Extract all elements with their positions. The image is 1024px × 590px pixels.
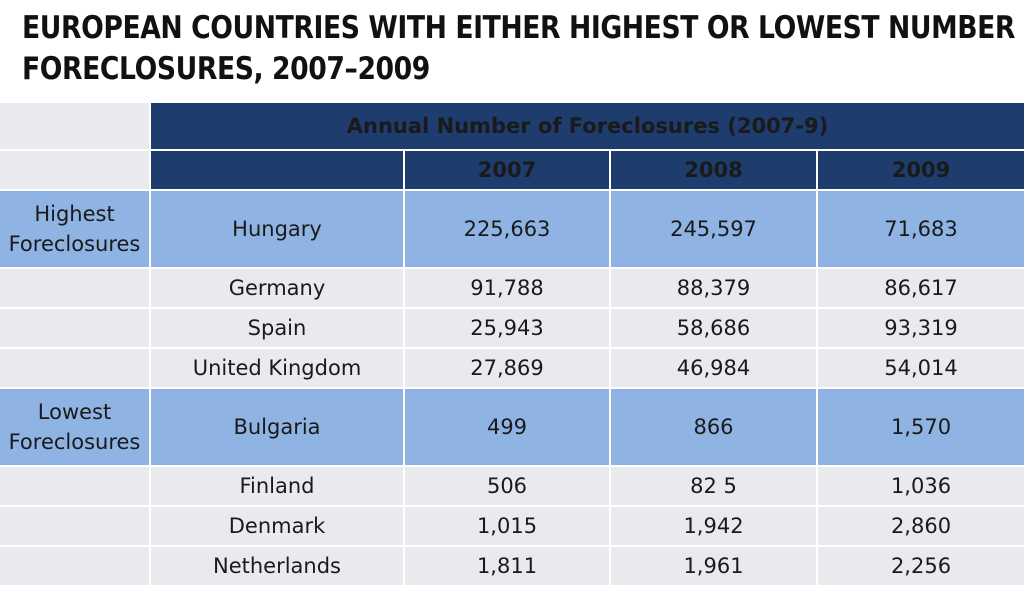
group-cell [0,268,151,309]
corner-cell [0,103,151,151]
year-header-row: 2007 2008 2009 [0,150,1024,191]
table-header-row: Annual Number of Foreclosures (2007-9) [0,103,1024,151]
table-row: Lowest Foreclosures Bulgaria 499 866 1,57… [0,388,1024,467]
country-cell: Bulgaria [150,388,405,467]
title-line-1: EUROPEAN COUNTRIES WITH EITHER HIGHEST O… [22,10,1024,46]
value-cell: 499 [404,388,611,467]
group-label-line: Lowest [37,400,112,424]
table-main-header: Annual Number of Foreclosures (2007-9) [150,103,1024,151]
year-header-2009: 2009 [817,150,1024,191]
group-label-highest: Highest Foreclosures [0,190,151,269]
foreclosures-table: Annual Number of Foreclosures (2007-9) 2… [0,103,1024,587]
country-cell: Finland [150,466,405,507]
value-cell: 86,617 [817,268,1024,309]
year-header-2007: 2007 [404,150,611,191]
country-cell: United Kingdom [150,348,405,389]
group-cell [0,506,151,547]
year-header-2008: 2008 [610,150,818,191]
table-row: United Kingdom 27,869 46,984 54,014 [0,348,1024,389]
title-line-2: FORECLOSURES, 2007–2009 [22,51,430,87]
value-cell: 71,683 [817,190,1024,269]
table-row: Spain 25,943 58,686 93,319 [0,308,1024,349]
group-cell [0,466,151,507]
value-cell: 866 [610,388,818,467]
page-title: EUROPEAN COUNTRIES WITH EITHER HIGHEST O… [22,8,1024,90]
value-cell: 1,961 [610,546,818,587]
group-label-line: Foreclosures [8,430,141,454]
value-cell: 25,943 [404,308,611,349]
value-cell: 1,015 [404,506,611,547]
value-cell: 1,942 [610,506,818,547]
value-cell: 46,984 [610,348,818,389]
value-cell: 1,036 [817,466,1024,507]
value-cell: 1,570 [817,388,1024,467]
country-header-cell [150,150,405,191]
country-cell: Netherlands [150,546,405,587]
group-cell [0,308,151,349]
value-cell: 93,319 [817,308,1024,349]
table-row: Germany 91,788 88,379 86,617 [0,268,1024,309]
table-row: Highest Foreclosures Hungary 225,663 245,… [0,190,1024,269]
table-row: Denmark 1,015 1,942 2,860 [0,506,1024,547]
value-cell: 58,686 [610,308,818,349]
value-cell: 2,256 [817,546,1024,587]
group-label-line: Highest [34,202,115,226]
corner-cell [0,150,151,191]
table-row: Finland 506 82 5 1,036 [0,466,1024,507]
value-cell: 82 5 [610,466,818,507]
country-cell: Denmark [150,506,405,547]
value-cell: 506 [404,466,611,507]
country-cell: Germany [150,268,405,309]
value-cell: 2,860 [817,506,1024,547]
value-cell: 88,379 [610,268,818,309]
group-cell [0,348,151,389]
value-cell: 91,788 [404,268,611,309]
value-cell: 27,869 [404,348,611,389]
country-cell: Hungary [150,190,405,269]
country-cell: Spain [150,308,405,349]
value-cell: 1,811 [404,546,611,587]
value-cell: 225,663 [404,190,611,269]
group-label-line: Foreclosures [8,232,141,256]
group-cell [0,546,151,587]
group-label-lowest: Lowest Foreclosures [0,388,151,467]
value-cell: 245,597 [610,190,818,269]
value-cell: 54,014 [817,348,1024,389]
table-row: Netherlands 1,811 1,961 2,256 [0,546,1024,587]
